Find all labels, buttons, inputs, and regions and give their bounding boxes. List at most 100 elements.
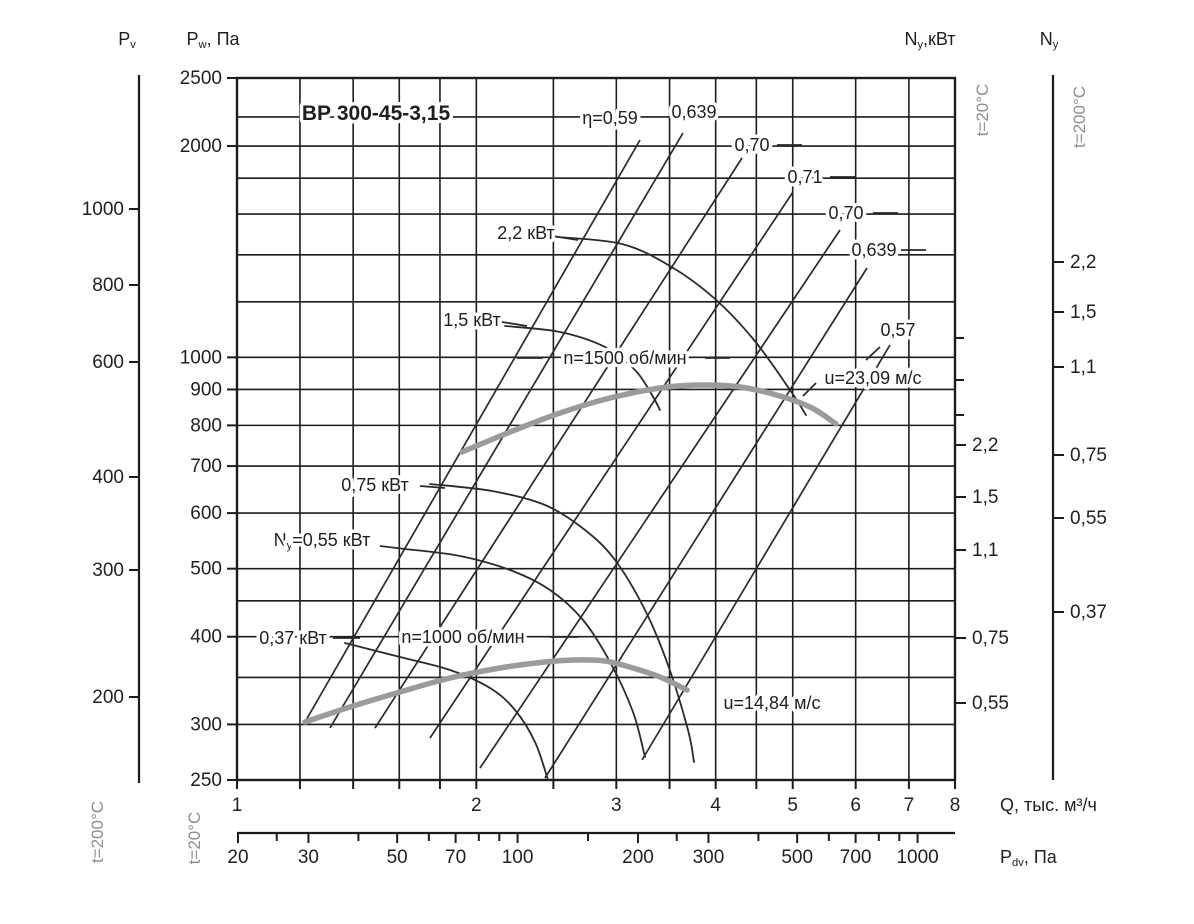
leader-dash [802, 382, 817, 397]
ny200-tick-label: 1,5 [1070, 302, 1096, 323]
q-tick-label: 6 [850, 795, 861, 816]
label-leaders [333, 144, 926, 639]
eta-line [429, 191, 794, 739]
main-grid [235, 76, 957, 789]
label-speed-1000: n=1000 об/мин [401, 627, 524, 647]
pv-tick-label: 200 [92, 687, 124, 708]
label-eta-6: 0,639 [851, 240, 896, 260]
power-curve [504, 325, 661, 411]
q-tick-label: 3 [611, 795, 622, 816]
pdv-tick-label: 300 [693, 847, 725, 868]
pw-tick-label: 2500 [180, 68, 222, 89]
pw-tick-label: 1000 [180, 347, 222, 368]
left-outer-axis: 1000 800 600 400 300 200 Pv​ t=200°C [82, 29, 141, 863]
ny200-tick-label: 1,1 [1070, 357, 1096, 378]
label-eta-3: 0,70 [734, 135, 769, 155]
label-power-2-2: 2,2 кВт [497, 223, 555, 243]
q-tick-label: 2 [471, 795, 482, 816]
leader-dash [551, 235, 579, 241]
q-tick-label: 7 [904, 795, 915, 816]
power-curve [557, 236, 807, 416]
ny20-axis-header: Ny​,кВт [904, 29, 955, 51]
pdv-tick-label: 20 [227, 847, 248, 868]
label-u-1000: u=14,84 м/с [724, 693, 821, 713]
eta-line [304, 139, 641, 723]
eta-line [544, 267, 868, 779]
pdv-tick-label: 70 [445, 847, 466, 868]
pw-axis-header: Pw​, Па [186, 29, 240, 51]
leader-dash [865, 346, 881, 361]
pdv-axis: 20 30 50 70 100 200 300 500 700 1000 Pdv​, Па [227, 831, 1058, 869]
ny20-tick-label: 2,2 [972, 435, 998, 456]
t20-label-bottom-left: t=20°C [185, 812, 204, 865]
label-eta-5: 0,70 [828, 203, 863, 223]
ny20-tick-label: 0,55 [972, 693, 1009, 714]
left-inner-axis: 2500 2000 1000 900 800 700 600 500 400 300 250 Pw​,… [180, 29, 241, 864]
leader-dash [501, 321, 528, 327]
pv-tick-label: 300 [92, 560, 124, 581]
label-power-0-37: 0,37 кВт [259, 628, 327, 648]
pw-tick-label: 700 [190, 456, 222, 477]
q-tick-label: 4 [710, 795, 721, 816]
label-eta-7: 0,57 [880, 320, 915, 340]
power-curve [344, 642, 549, 781]
pdv-tick-label: 100 [502, 847, 534, 868]
plot-border [235, 76, 957, 782]
pdv-tick-label: 50 [387, 847, 408, 868]
pw-tick-label: 800 [190, 415, 222, 436]
q-tick-label: 8 [950, 795, 961, 816]
pv-tick-label: 400 [92, 467, 124, 488]
power-curve [429, 483, 695, 763]
pdv-tick-label: 30 [298, 847, 319, 868]
label-speed-1500: n=1500 об/мин [563, 348, 686, 368]
right-inner-axis: 2,2 1,5 1,1 0,75 0,55 Ny​,кВт t=20°C [904, 29, 1009, 714]
pdv-tick-label: 700 [840, 847, 872, 868]
pdv-tick-label: 1000 [896, 847, 938, 868]
pv-tick-label: 1000 [82, 199, 124, 220]
t200-label-top-right: t=200°C [1070, 86, 1089, 148]
power-curves [344, 236, 807, 781]
pdv-tick-label: 200 [622, 847, 654, 868]
ny20-tick-label: 0,75 [972, 628, 1009, 649]
right-outer-axis: 2,2 1,5 1,1 0,75 0,55 0,37 Ny​ t=200°C [1040, 29, 1107, 780]
eta-line [374, 157, 743, 729]
q-axis-title: Q, тыс. м³/ч [1000, 795, 1097, 815]
q-axis: 1 2 3 4 5 6 7 8 Q, тыс. м³/ч [232, 795, 1097, 816]
ny200-tick-label: 0,37 [1070, 602, 1107, 623]
label-u-1500: u=23,09 м/с [825, 368, 922, 388]
leader-dash [419, 485, 446, 489]
fan-curve-n1500 [459, 382, 839, 455]
pv-tick-label: 800 [92, 275, 124, 296]
pw-tick-label: 250 [190, 770, 222, 791]
pw-tick-label: 400 [190, 627, 222, 648]
pw-tick-label: 900 [190, 379, 222, 400]
label-eta-1: η=0,59 [582, 108, 638, 128]
pv-tick-label: 600 [92, 352, 124, 373]
fan-curve-n1000 [302, 657, 690, 725]
ny200-axis-header: Ny​ [1040, 29, 1059, 51]
pw-tick-label: 600 [190, 503, 222, 524]
pv-axis-header: Pv​ [118, 29, 136, 51]
t200-label-bottom-left: t=200°C [88, 801, 107, 863]
ny200-tick-label: 0,55 [1070, 508, 1107, 529]
label-power-1-5: 1,5 кВт [443, 310, 501, 330]
pw-tick-label: 500 [190, 559, 222, 580]
pw-tick-label: 300 [190, 714, 222, 735]
label-power-0-75: 0,75 кВт [341, 475, 409, 495]
label-eta-4: 0,71 [787, 167, 822, 187]
label-title: ВР 300-45-3,15 [302, 102, 451, 125]
pdv-tick-label: 500 [781, 847, 813, 868]
t20-label-top-right: t=20°C [973, 84, 992, 137]
ny200-tick-label: 2,2 [1070, 252, 1096, 273]
power-curve [404, 548, 646, 758]
q-tick-label: 5 [787, 795, 798, 816]
curve-labels: ВР 300-45-3,15 η=0,59 0,639 0,70 0,71 0,70 0,6… [256, 99, 925, 717]
ny20-tick-label: 1,1 [972, 540, 998, 561]
label-eta-2: 0,639 [671, 102, 716, 122]
fan-curves [302, 382, 839, 725]
pdv-axis-title: Pdv​, Па [1000, 847, 1058, 869]
ny200-tick-label: 0,75 [1070, 445, 1107, 466]
